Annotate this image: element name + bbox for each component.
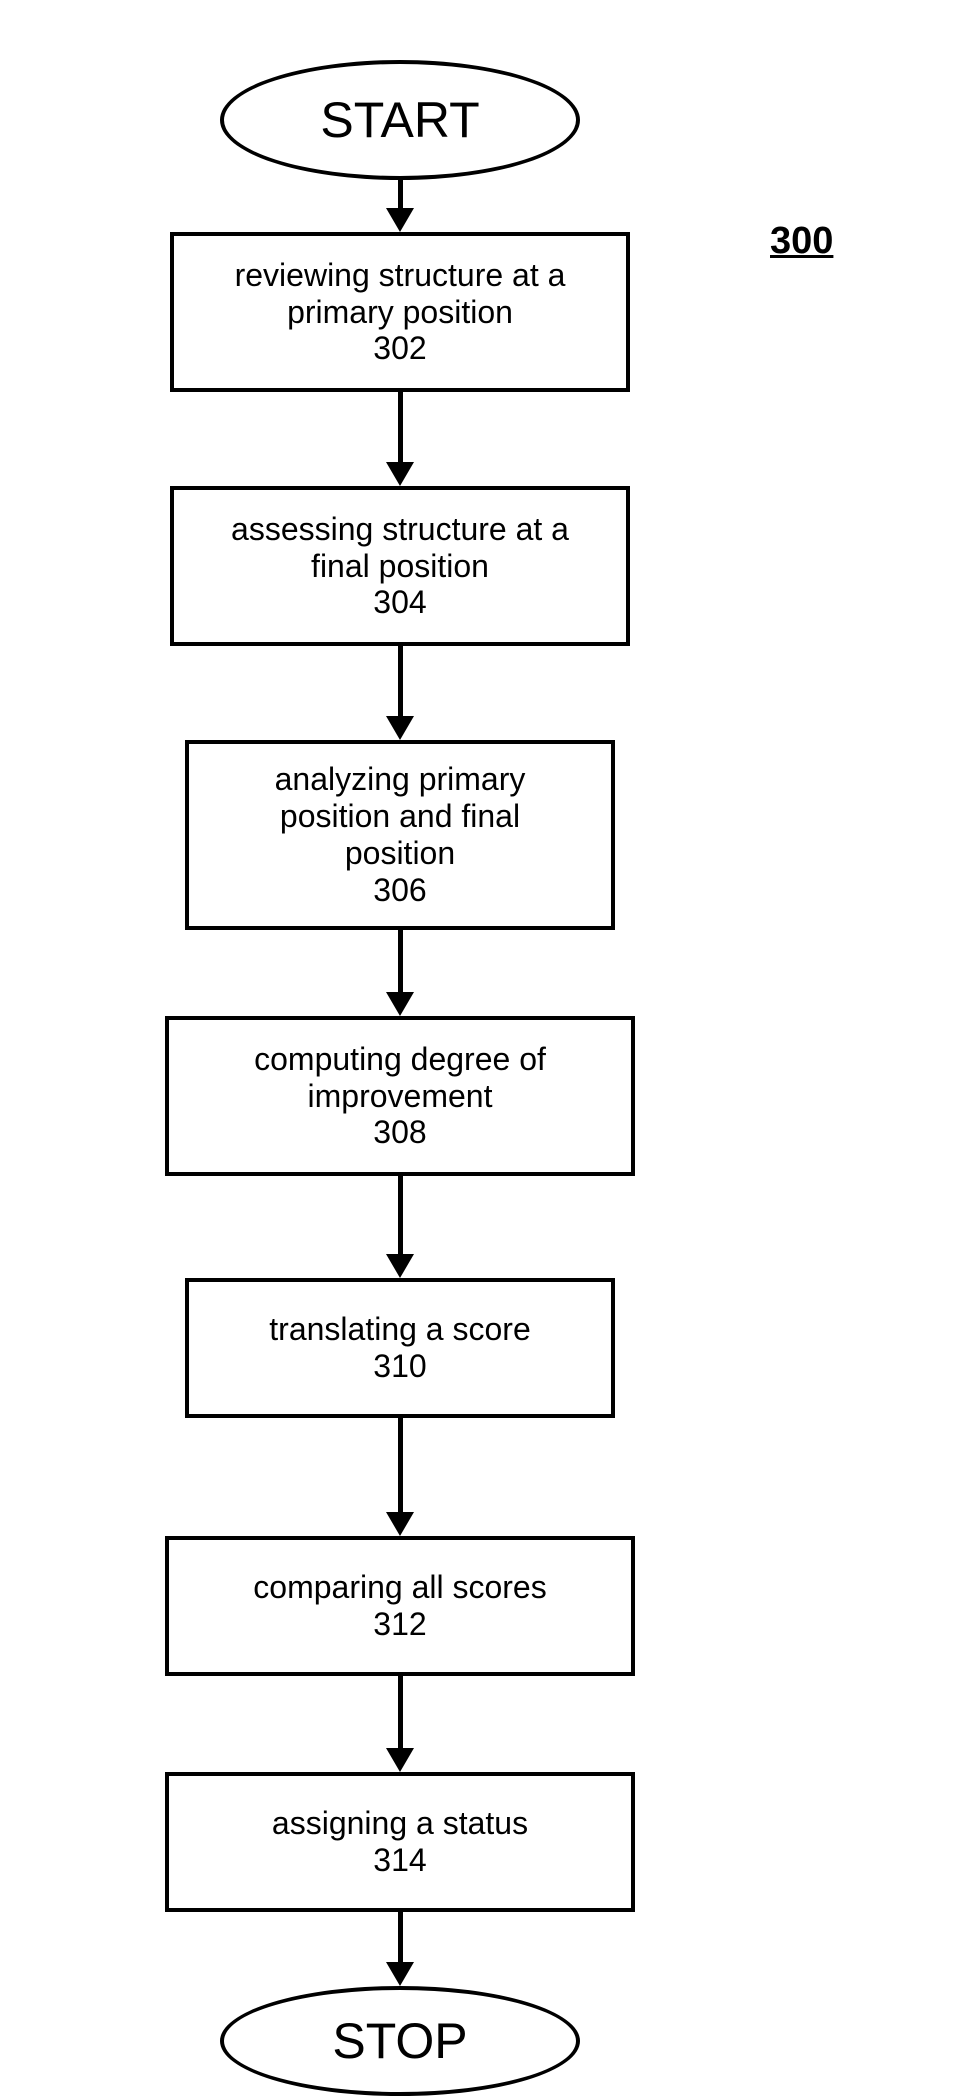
step-306-line: position and final bbox=[280, 798, 520, 835]
step-312-number: 312 bbox=[373, 1606, 426, 1643]
stop-label: STOP bbox=[332, 2012, 467, 2070]
step-308-number: 308 bbox=[373, 1114, 426, 1151]
step-308-line: computing degree of bbox=[254, 1041, 546, 1078]
arrow bbox=[386, 646, 414, 740]
step-302-number: 302 bbox=[373, 330, 426, 367]
arrow bbox=[386, 1676, 414, 1772]
step-304-line: final position bbox=[311, 548, 489, 585]
arrow bbox=[386, 1418, 414, 1536]
step-310-number: 310 bbox=[373, 1348, 426, 1385]
step-302-line: reviewing structure at a bbox=[235, 257, 566, 294]
step-306-number: 306 bbox=[373, 872, 426, 909]
step-312-process: comparing all scores312 bbox=[165, 1536, 635, 1676]
step-302-line: primary position bbox=[287, 294, 513, 331]
arrow bbox=[386, 180, 414, 232]
step-306-line: position bbox=[345, 835, 455, 872]
step-304-number: 304 bbox=[373, 584, 426, 621]
step-306-line: analyzing primary bbox=[275, 761, 526, 798]
step-312-line: comparing all scores bbox=[253, 1569, 546, 1606]
arrow bbox=[386, 392, 414, 486]
start-terminal: START bbox=[220, 60, 580, 180]
step-302-process: reviewing structure at aprimary position… bbox=[170, 232, 630, 392]
stop-terminal: STOP bbox=[220, 1986, 580, 2096]
step-310-process: translating a score310 bbox=[185, 1278, 615, 1418]
step-310-line: translating a score bbox=[269, 1311, 530, 1348]
start-label: START bbox=[320, 91, 479, 149]
step-306-process: analyzing primaryposition and finalposit… bbox=[185, 740, 615, 930]
arrow bbox=[386, 1912, 414, 1986]
step-314-number: 314 bbox=[373, 1842, 426, 1879]
arrow bbox=[386, 1176, 414, 1278]
arrow bbox=[386, 930, 414, 1016]
step-308-line: improvement bbox=[308, 1078, 493, 1115]
step-314-process: assigning a status314 bbox=[165, 1772, 635, 1912]
step-304-line: assessing structure at a bbox=[231, 511, 569, 548]
step-314-line: assigning a status bbox=[272, 1805, 528, 1842]
figure-label: 300 bbox=[770, 220, 833, 263]
flowchart-container: START reviewing structure at aprimary pos… bbox=[100, 60, 700, 2096]
step-304-process: assessing structure at afinal position30… bbox=[170, 486, 630, 646]
step-308-process: computing degree ofimprovement308 bbox=[165, 1016, 635, 1176]
